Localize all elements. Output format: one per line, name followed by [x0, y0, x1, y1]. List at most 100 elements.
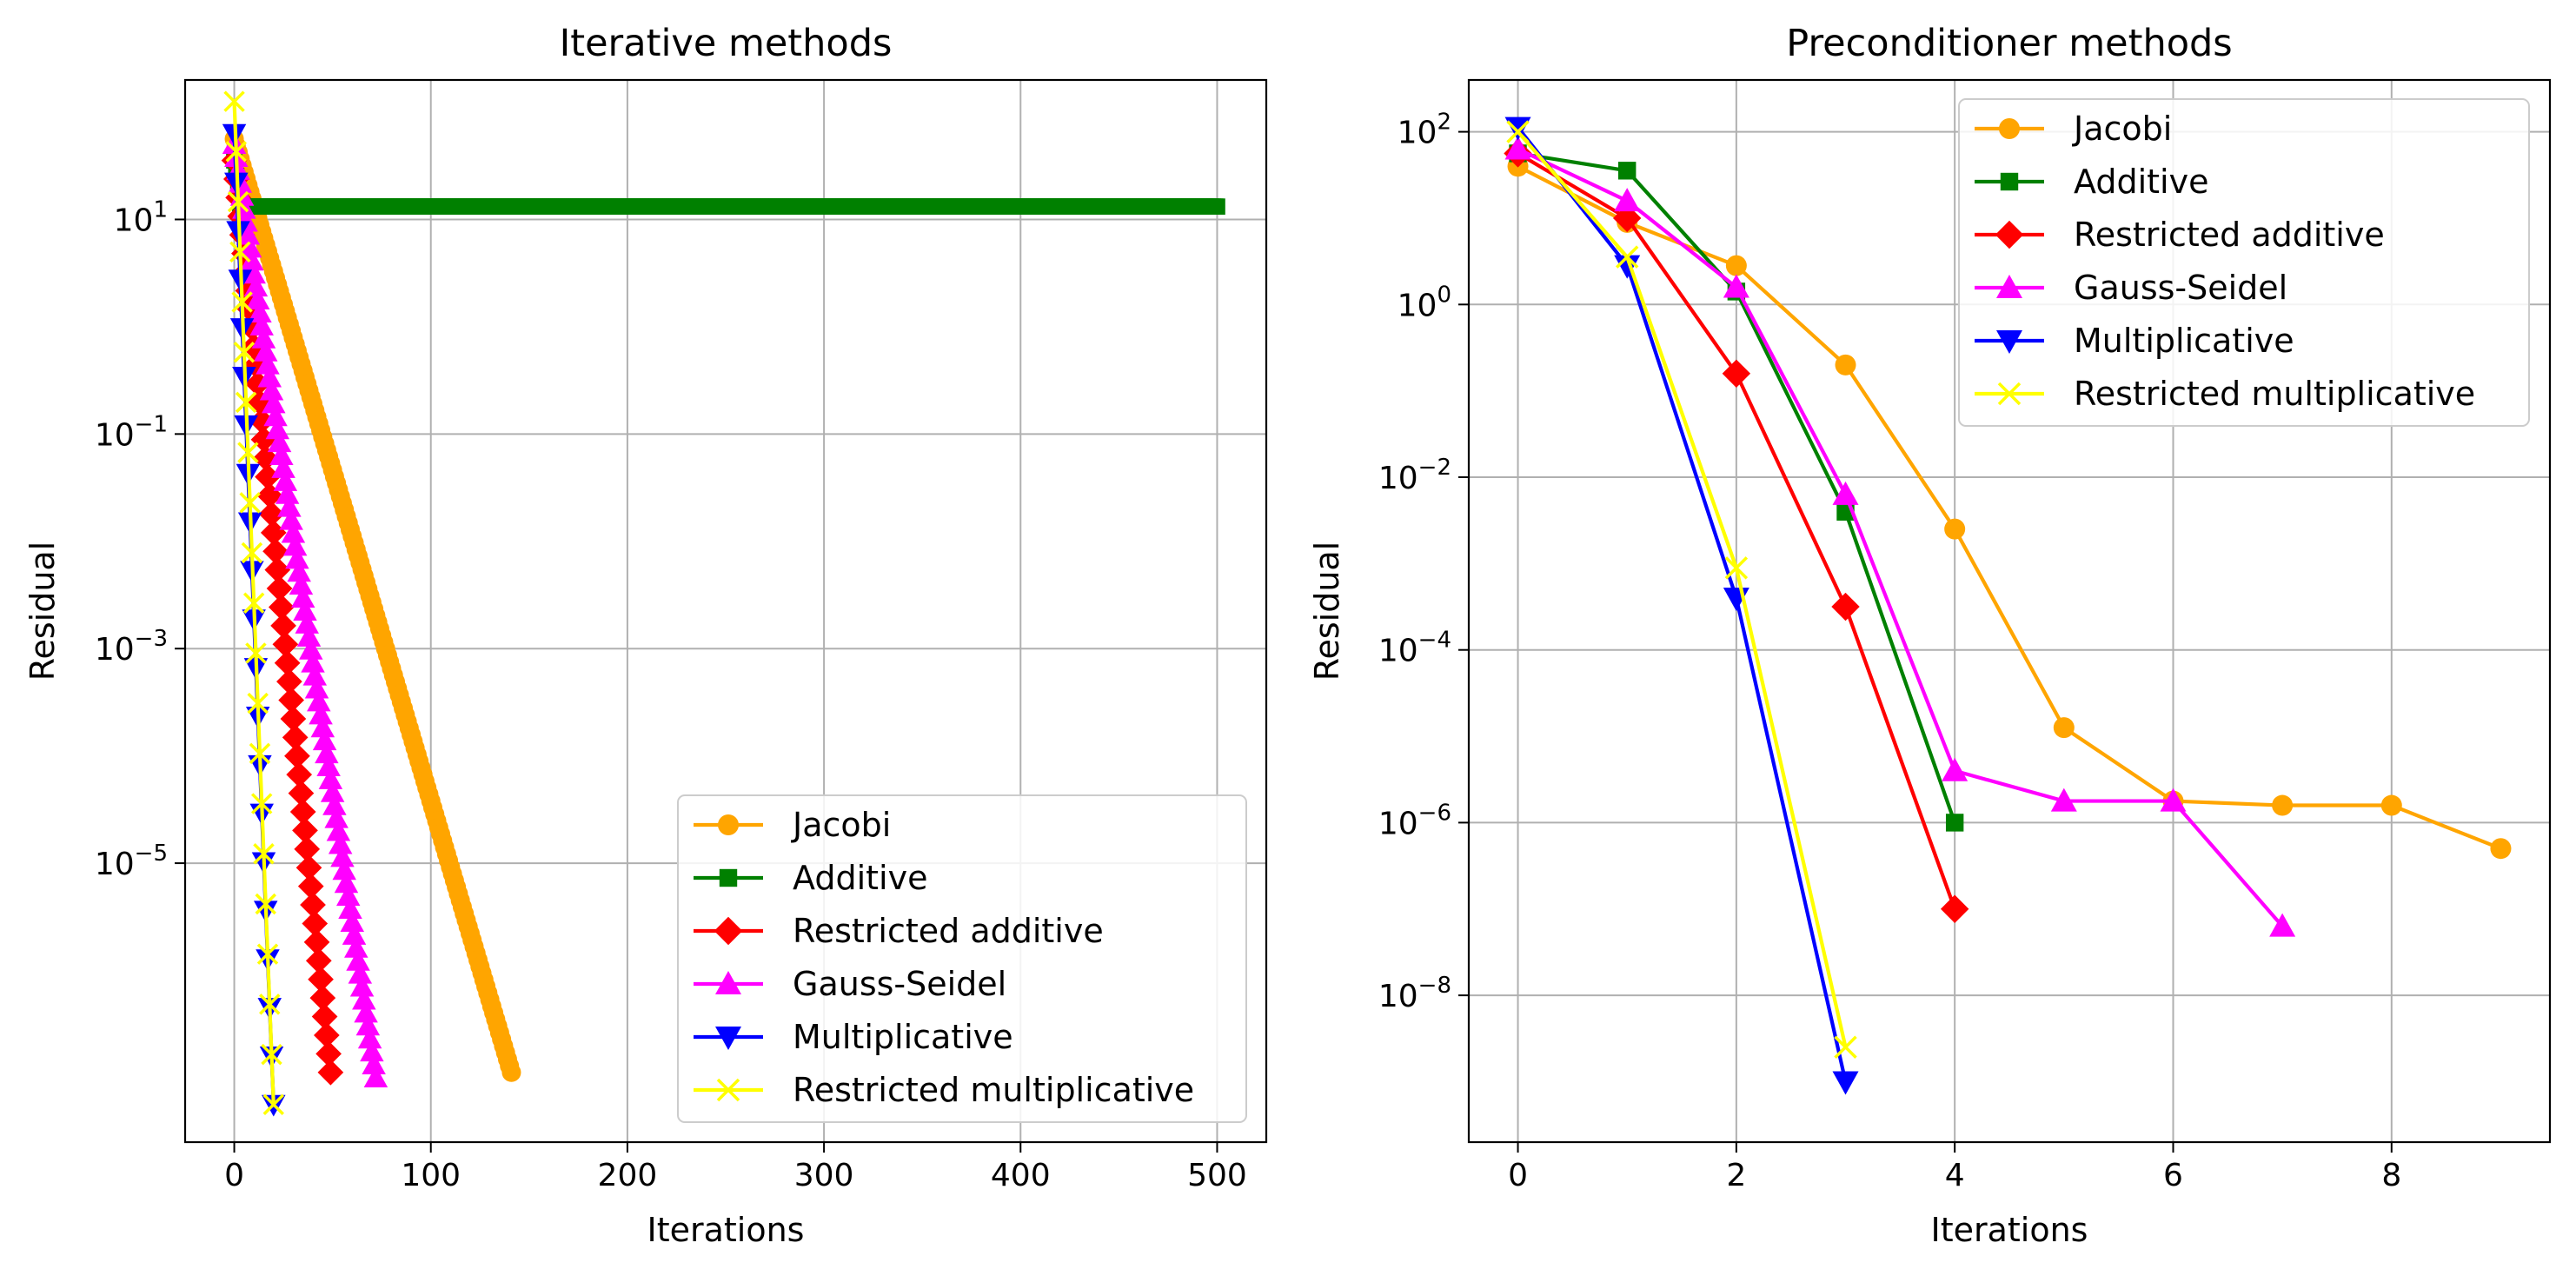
data-point — [349, 974, 375, 997]
data-point — [257, 365, 282, 388]
legend-label: Additive — [793, 859, 927, 897]
data-point — [269, 443, 294, 466]
data-point — [302, 910, 329, 937]
data-point — [279, 508, 303, 530]
data-point — [1614, 255, 1641, 279]
data-point — [262, 391, 286, 414]
data-point — [2380, 794, 2402, 816]
x-tick-label: 100 — [401, 1158, 461, 1193]
data-point — [242, 592, 265, 614]
legend-entry: Jacobi — [694, 806, 891, 844]
data-point — [294, 835, 321, 862]
legend-entry: Multiplicative — [1975, 322, 2294, 360]
data-point — [259, 378, 284, 401]
x-tick-label: 300 — [794, 1158, 854, 1193]
data-point — [250, 793, 273, 814]
data-point — [241, 542, 263, 564]
data-point — [270, 613, 296, 639]
data-point — [338, 897, 362, 920]
data-point — [287, 560, 311, 582]
y-tick-label: 102 — [1398, 110, 1451, 151]
data-point — [332, 858, 356, 881]
data-point — [281, 521, 306, 543]
data-point — [263, 404, 288, 427]
data-point — [256, 352, 280, 375]
grid — [1469, 80, 2550, 1142]
data-point — [354, 1000, 378, 1023]
data-point — [1942, 757, 1969, 781]
data-point — [262, 538, 289, 565]
data-point — [1832, 1071, 1859, 1095]
legend-entry: Jacobi — [1975, 110, 2172, 148]
data-point — [225, 141, 248, 163]
data-point — [255, 893, 276, 915]
legend-marker — [716, 1078, 740, 1102]
data-point — [299, 637, 323, 660]
data-point — [363, 1066, 388, 1087]
data-point — [233, 341, 256, 363]
y-tick-label: 100 — [1398, 282, 1451, 323]
data-point — [231, 291, 253, 313]
data-point — [235, 391, 257, 414]
legend-entry: Additive — [1975, 163, 2208, 201]
data-point — [307, 689, 331, 712]
data-point — [320, 781, 345, 802]
legend: Jacobi Additive Restricted additive Gauss-S… — [1958, 98, 2530, 427]
data-point — [262, 1093, 285, 1116]
y-tick-label: 101 — [114, 196, 168, 238]
data-point — [271, 456, 295, 478]
data-point — [315, 1040, 342, 1067]
data-point — [273, 469, 298, 491]
data-point — [268, 594, 295, 621]
data-point — [245, 642, 267, 664]
legend-entry: Gauss-Seidel — [694, 965, 1006, 1003]
legend-marker — [715, 1027, 741, 1050]
data-point — [344, 936, 368, 958]
series-jacobi — [224, 129, 521, 1082]
data-point — [1940, 894, 1969, 923]
data-point — [289, 573, 314, 595]
x-axis-label: Iterations — [1931, 1211, 2088, 1249]
data-point — [340, 910, 365, 932]
legend-entry: Additive — [694, 859, 927, 897]
data-point — [295, 854, 322, 881]
chart-title: Iterative methods — [560, 22, 893, 65]
legend-marker — [1999, 118, 2020, 139]
legend-label: Restricted additive — [793, 912, 1104, 950]
data-point — [501, 1062, 521, 1082]
x-tick-label: 200 — [598, 1158, 658, 1193]
data-point — [317, 1059, 344, 1086]
legend-marker — [714, 916, 743, 946]
data-point — [2053, 717, 2075, 739]
data-point — [259, 994, 281, 1015]
x-tick-label: 500 — [1187, 1158, 1247, 1193]
data-point — [274, 649, 301, 676]
data-point — [261, 1043, 282, 1066]
data-point — [315, 741, 339, 764]
axes-frame — [183, 78, 1268, 1144]
data-point — [1832, 481, 1859, 505]
y-tick-label: 10−3 — [95, 626, 168, 668]
data-point — [324, 806, 349, 828]
data-point — [1723, 274, 1749, 298]
data-point — [244, 370, 271, 397]
data-point — [249, 408, 276, 435]
legend-marker — [718, 814, 739, 835]
preconditioner-methods-chart: 0 2 4 6 8 102 100 10−2 10−4 10−6 10−8 Precondition… — [1308, 22, 2552, 1249]
data-point — [357, 1027, 382, 1049]
data-point — [275, 482, 300, 504]
data-point — [342, 923, 367, 945]
series-line — [1517, 147, 2284, 928]
data-point — [280, 706, 307, 732]
data-point — [305, 947, 332, 974]
axes-frame — [1467, 78, 2552, 1144]
data-point — [1834, 1035, 1857, 1059]
data-point — [290, 586, 315, 608]
legend-marker — [1997, 382, 2022, 406]
y-tick-label: 10−8 — [1378, 973, 1451, 1014]
data-point — [304, 676, 329, 699]
data-point — [312, 728, 337, 751]
series-line — [1516, 130, 1848, 1048]
y-tick-label: 10−4 — [1378, 628, 1451, 669]
